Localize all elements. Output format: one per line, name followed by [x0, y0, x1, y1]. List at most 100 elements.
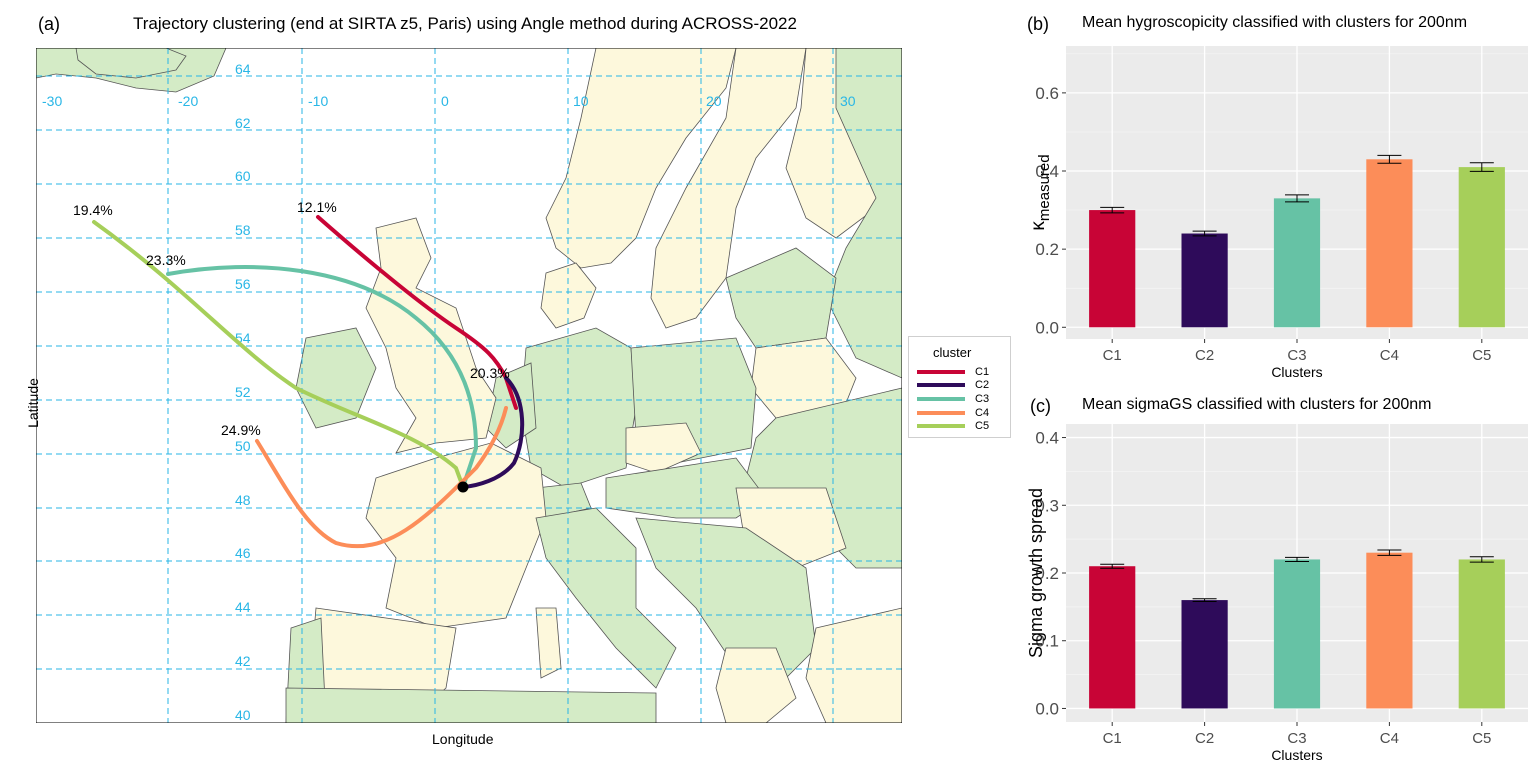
y-axis-label-main: κ — [1028, 221, 1049, 231]
sirta-endpoint-marker — [457, 481, 469, 493]
panel-c-letter: (c) — [1030, 396, 1051, 416]
trajectory-map: -30 -20 -10 0 10 20 30 64626058565452504846444… — [36, 48, 902, 723]
bar-c5 — [1458, 167, 1505, 328]
trajectory-c1 — [316, 215, 518, 410]
bar-c5 — [1458, 559, 1505, 709]
legend-label: C2 — [975, 379, 990, 392]
latitude-tick-label: 64 — [235, 61, 251, 77]
land-sweden — [650, 48, 807, 329]
trajectory-c5 — [92, 220, 465, 489]
graticule — [36, 48, 902, 723]
land-north-africa — [285, 687, 657, 723]
legend-item-c2: C2 — [917, 379, 989, 393]
latitude-tick-label: 42 — [235, 653, 251, 669]
legend-label: C3 — [975, 392, 990, 405]
x-axis-label: Clusters — [1271, 364, 1322, 380]
y-tick-label: 0.2 — [1035, 564, 1059, 583]
land-germany — [520, 327, 637, 489]
cluster-legend: cluster C1 C2 C3 C4 C5 — [908, 336, 1011, 438]
x-tick-label: C1 — [1103, 347, 1122, 364]
percent-label-c5: 19.4% — [73, 202, 113, 218]
legend-item-c3: C3 — [917, 392, 989, 406]
latitude-tick-label: 60 — [235, 168, 251, 184]
land-czechia — [625, 422, 702, 474]
panel-b-letter: (b) — [1027, 14, 1049, 34]
legend-item-c1: C1 — [917, 365, 989, 379]
y-tick-label: 0.3 — [1035, 496, 1059, 515]
bar-c3 — [1273, 198, 1321, 328]
panel-a-letter: (a) — [38, 14, 60, 34]
bar-c1 — [1089, 210, 1136, 328]
x-tick-label: C3 — [1287, 730, 1306, 747]
percent-label-c1: 12.1% — [297, 199, 337, 215]
trajectory-c4 — [255, 406, 508, 549]
y-axis-label: κmeasured — [1028, 154, 1053, 230]
land-corsica-sardinia — [535, 607, 562, 679]
y-axis-label: Sigma growth spread — [1026, 488, 1046, 658]
panel-c-title: Mean sigmaGS classified with clusters fo… — [1082, 396, 1432, 413]
legend-swatch — [917, 424, 965, 429]
land-france — [365, 442, 547, 629]
y-tick-label: 0.4 — [1035, 429, 1059, 448]
legend-swatch — [917, 396, 965, 401]
legend-item-c4: C4 — [917, 406, 989, 420]
trajectory-c2 — [461, 376, 525, 489]
land-italy — [535, 507, 677, 689]
percent-label-c2: 20.3% — [470, 365, 510, 381]
latitude-tick-label: 40 — [235, 707, 251, 723]
hygroscopicity-bar-chart: 0.0 0.2 0.4 0.6 C1 C2 C3 C4 C5 Clusters κmeasured — [1028, 46, 1528, 380]
latitude-tick-label: 48 — [235, 492, 251, 508]
latitude-tick-label: 46 — [235, 545, 251, 561]
bar-c4 — [1366, 552, 1413, 709]
y-tick-label: 0.4 — [1035, 162, 1059, 181]
legend-item-c5: C5 — [917, 419, 989, 433]
latitude-tick-label: 44 — [235, 599, 251, 615]
legend-swatch — [917, 369, 965, 374]
longitude-tick-label: 10 — [573, 93, 589, 109]
y-tick-label: 0.1 — [1035, 632, 1059, 651]
legend-swatch — [917, 383, 965, 388]
x-tick-label: C3 — [1287, 347, 1306, 364]
longitude-tick-label: 30 — [840, 93, 856, 109]
x-tick-label: C5 — [1472, 347, 1491, 364]
latitude-tick-label: 56 — [235, 276, 251, 292]
longitude-tick-label: -10 — [308, 93, 328, 109]
legend-title: cluster — [933, 345, 972, 360]
panel-b-title: Mean hygroscopicity classified with clus… — [1082, 14, 1468, 31]
bar-c3 — [1273, 559, 1321, 709]
map-y-axis-label: Latitude — [25, 378, 41, 428]
longitude-labels: -30 -20 -10 0 10 20 30 — [42, 93, 856, 109]
y-tick-label: 0.0 — [1035, 699, 1059, 718]
y-tick-label: 0.2 — [1035, 240, 1059, 259]
land-greece — [715, 647, 797, 723]
land-norway — [545, 48, 737, 269]
land-turkey — [805, 607, 902, 723]
longitude-tick-label: 0 — [441, 93, 449, 109]
map-x-axis-label: Longitude — [432, 731, 494, 747]
latitude-tick-label: 62 — [235, 115, 251, 131]
percent-label-c4: 24.9% — [221, 422, 261, 438]
panel-a-title: Trajectory clustering (end at SIRTA z5, … — [133, 14, 797, 33]
x-tick-label: C5 — [1472, 730, 1491, 747]
y-tick-label: 0.6 — [1035, 84, 1059, 103]
latitude-tick-label: 52 — [235, 384, 251, 400]
land-denmark — [540, 262, 597, 329]
longitude-tick-label: 20 — [706, 93, 722, 109]
bar-c2 — [1181, 233, 1228, 328]
bar-c1 — [1089, 566, 1136, 709]
sigma-growth-bar-chart: 0.0 0.1 0.2 0.3 0.4 C1 C2 C3 C4 C5 Clusters Sigma g… — [1026, 424, 1528, 763]
legend-label: C1 — [975, 365, 990, 378]
legend-label: C5 — [975, 420, 990, 433]
percent-label-c3: 23.3% — [146, 252, 186, 268]
longitude-tick-label: -30 — [42, 93, 62, 109]
y-tick-label: 0.0 — [1035, 318, 1059, 337]
x-tick-label: C4 — [1380, 730, 1399, 747]
land-iceland — [75, 48, 187, 79]
x-tick-label: C1 — [1103, 730, 1122, 747]
latitude-tick-label: 50 — [235, 438, 251, 454]
bar-c4 — [1366, 159, 1413, 328]
x-tick-label: C2 — [1195, 347, 1214, 364]
y-axis-label-subscript: measured — [1036, 154, 1053, 221]
bar-c2 — [1181, 600, 1228, 709]
